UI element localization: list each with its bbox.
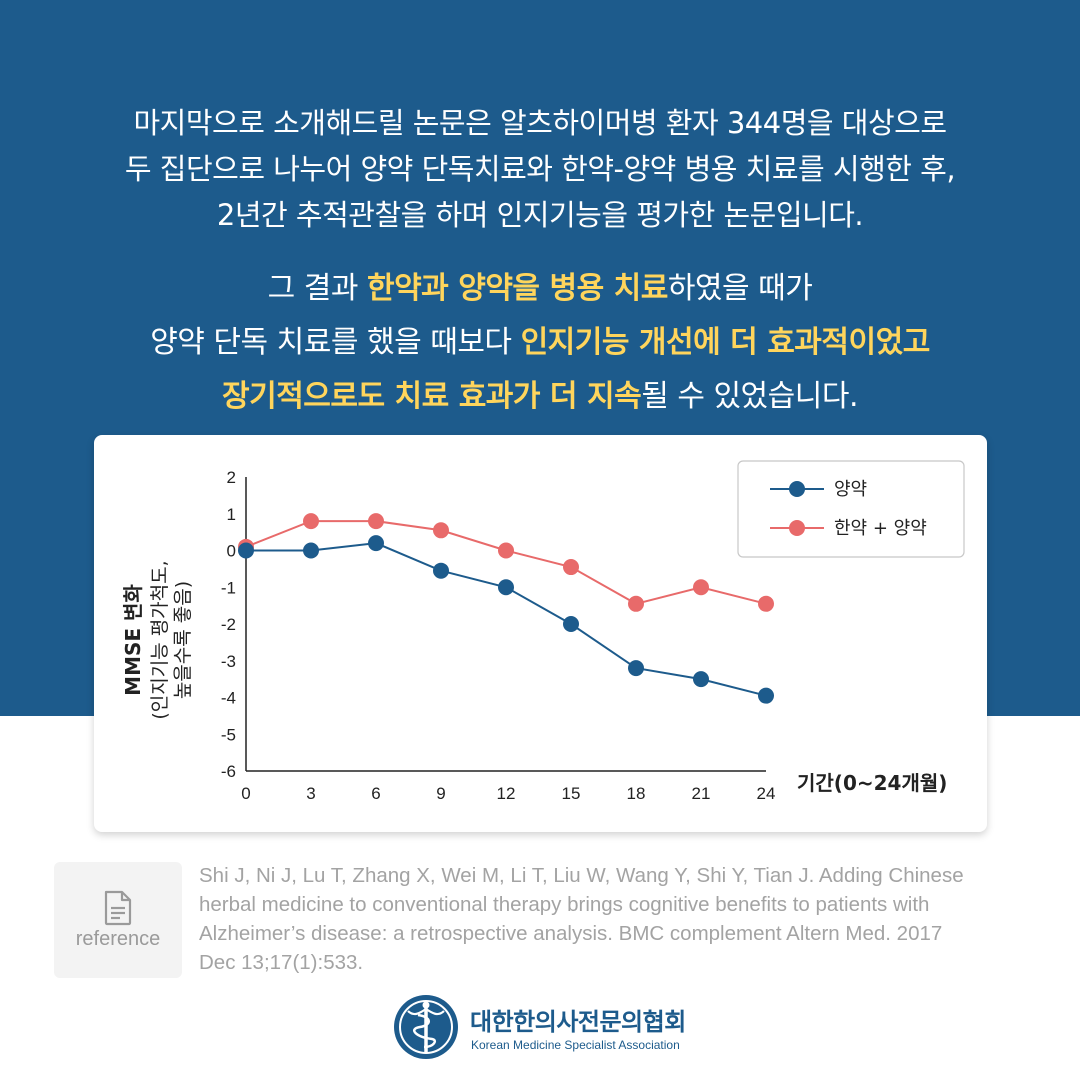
intro-line-3: 2년간 추적관찰을 하며 인지기능을 평가한 논문입니다.: [216, 198, 864, 232]
organization-name-ko: 대한한의사전문의협회: [470, 1008, 686, 1036]
intro-line-1: 마지막으로 소개해드릴 논문은 알츠하이머병 환자 344명을 대상으로: [133, 106, 947, 140]
y-tick-label: 1: [227, 505, 236, 524]
legend-label-2: 한약 + 양약: [834, 518, 927, 539]
reference-line-2: herbal medicine to conventional therapy …: [199, 893, 930, 916]
data-point-series-1: [433, 562, 449, 579]
y-tick-labels: 2 1 0 -1 -2 -3 -4 -5 -6: [221, 468, 236, 781]
data-point-series-1: [238, 542, 254, 559]
legend-label-1: 양약: [834, 479, 867, 500]
mmse-line-chart: 210-1-2-3-4-5-6 0 3 6 9 12 15 18 21 24 기간(0~24개월…: [121, 460, 965, 803]
result-text-plain: 양약 단독 치료를 했을 때보다: [150, 325, 521, 360]
x-tick-label: 24: [757, 784, 776, 803]
data-point-series-2: [693, 579, 709, 596]
data-point-series-2: [368, 513, 384, 530]
data-point-series-1: [693, 671, 709, 688]
data-point-series-2: [628, 595, 644, 612]
chart-card: 2 1 0 -1 -2 -3 -4 -5 -6 0 3 6 9 12 15 18 21 24 기간(0~24개월…: [94, 435, 987, 832]
result-highlight: 한약과 양약을 병용 치료: [366, 271, 668, 306]
series-line-1: [246, 542, 767, 697]
result-highlight: 장기적으로도 치료 효과가 더 지속: [222, 379, 642, 414]
data-point-series-1: [628, 660, 644, 677]
intro-text: 마지막으로 소개해드릴 논문은 알츠하이머병 환자 344명을 대상으로 두 집…: [40, 100, 1040, 238]
reference-line-3: Alzheimer’s disease: a retrospective ana…: [199, 922, 943, 945]
data-point-series-2: [758, 595, 774, 612]
result-text-plain: 될 수 있었습니다.: [641, 379, 858, 414]
x-tick-label: 12: [497, 784, 516, 803]
y-tick-label: -4: [221, 689, 236, 708]
y-axis-label: MMSE 변화: [121, 584, 145, 696]
data-point-series-1: [368, 535, 384, 552]
x-axis-label: 기간(0~24개월): [797, 771, 947, 795]
data-point-series-2: [303, 513, 319, 530]
data-point-series-2: [433, 522, 449, 539]
y-tick-label: 0: [227, 542, 236, 561]
x-tick-label: 6: [371, 784, 380, 803]
y-tick-label: -6: [221, 762, 236, 781]
legend-box: [737, 460, 965, 558]
reference-label: reference: [75, 928, 161, 950]
y-tick-label: -5: [221, 725, 236, 744]
chart-axes: [245, 477, 766, 772]
result-text-plain: 그 결과: [267, 271, 367, 306]
result-highlight: 인지기능 개선에 더 효과적이었고: [520, 325, 931, 360]
x-tick-label: 3: [306, 784, 315, 803]
organization-name-en: Korean Medicine Specialist Association: [471, 1038, 680, 1052]
x-tick-label: 18: [627, 784, 646, 803]
y-axis-label-group: MMSE 변화 (인지기능 평가척도, 높을수록 좋음): [121, 560, 194, 719]
caduceus-logo-icon: [394, 995, 458, 1059]
legend-marker-2: [789, 520, 805, 536]
reference-line-1: Shi J, Ni J, Lu T, Zhang X, Wei M, Li T,…: [199, 864, 964, 887]
intro-line-2: 두 집단으로 나누어 양약 단독치료와 한약-양약 병용 치료를 시행한 후,: [124, 152, 956, 186]
y-tick-label: -2: [221, 615, 236, 634]
data-point-series-1: [498, 579, 514, 596]
reference-citation: Shi J, Ni J, Lu T, Zhang X, Wei M, Li T,…: [199, 861, 1039, 977]
result-line-2: 양약 단독 치료를 했을 때보다 인지기능 개선에 더 효과적이었고: [40, 316, 1040, 370]
document-icon: [104, 890, 132, 926]
data-point-series-1: [563, 616, 579, 632]
y-axis-sublabel-1: (인지기능 평가척도,: [149, 560, 171, 719]
data-point-series-1: [303, 542, 319, 559]
series-points: [238, 513, 774, 704]
x-tick-label: 0: [241, 784, 250, 803]
result-text-plain: 하였을 때가: [667, 271, 813, 306]
result-text: 그 결과 한약과 양약을 병용 치료하였을 때가 양약 단독 치료를 했을 때보…: [40, 262, 1040, 424]
y-axis-sublabel-2: 높을수록 좋음): [172, 581, 194, 699]
result-line-3: 장기적으로도 치료 효과가 더 지속될 수 있었습니다.: [40, 370, 1040, 424]
data-point-series-2: [498, 542, 514, 559]
data-point-series-1: [758, 687, 774, 704]
y-tick-label: -3: [221, 652, 236, 671]
reference-line-4: Dec 13;17(1):533.: [199, 951, 364, 974]
x-tick-label: 21: [692, 784, 711, 803]
y-tick-label: -1: [221, 578, 236, 597]
x-tick-label: 15: [562, 784, 581, 803]
x-tick-label: 9: [436, 784, 445, 803]
y-tick-label: 2: [227, 468, 236, 487]
x-tick-labels: 0 3 6 9 12 15 18 21 24: [241, 784, 775, 803]
data-point-series-2: [563, 559, 579, 576]
reference-box: reference: [54, 862, 182, 978]
legend-marker-1: [789, 481, 805, 497]
result-line-1: 그 결과 한약과 양약을 병용 치료하였을 때가: [40, 262, 1040, 316]
